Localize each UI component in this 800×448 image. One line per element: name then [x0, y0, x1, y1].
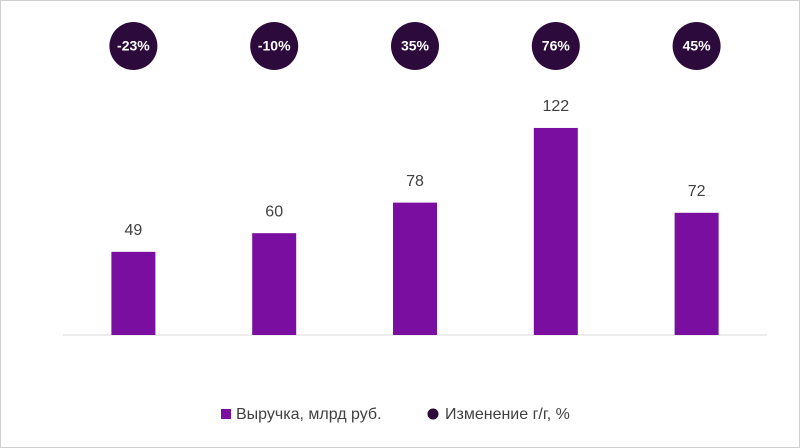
bar — [252, 233, 297, 335]
data-label: 78 — [406, 173, 424, 190]
legend-label: Выручка, млрд руб. — [236, 406, 382, 423]
change-label: 76% — [542, 38, 571, 54]
change-marker — [250, 22, 299, 70]
change-marker — [109, 22, 158, 70]
data-label: 49 — [125, 222, 143, 239]
change-marker — [672, 22, 721, 70]
change-label: -23% — [117, 38, 150, 54]
change-label: 45% — [683, 38, 712, 54]
legend-swatch — [221, 409, 231, 419]
change-label: -10% — [258, 38, 291, 54]
bar — [393, 202, 437, 335]
data-label: 122 — [542, 98, 569, 115]
bar — [533, 127, 578, 335]
legend-swatch — [427, 408, 439, 420]
data-label: 72 — [688, 183, 706, 200]
change-marker — [391, 22, 439, 70]
change-label: 35% — [401, 38, 430, 54]
data-label: 60 — [265, 203, 283, 220]
change-marker — [531, 22, 580, 70]
bar — [674, 212, 719, 335]
legend-label: Изменение г/г, % — [445, 406, 570, 423]
bar — [111, 251, 156, 335]
